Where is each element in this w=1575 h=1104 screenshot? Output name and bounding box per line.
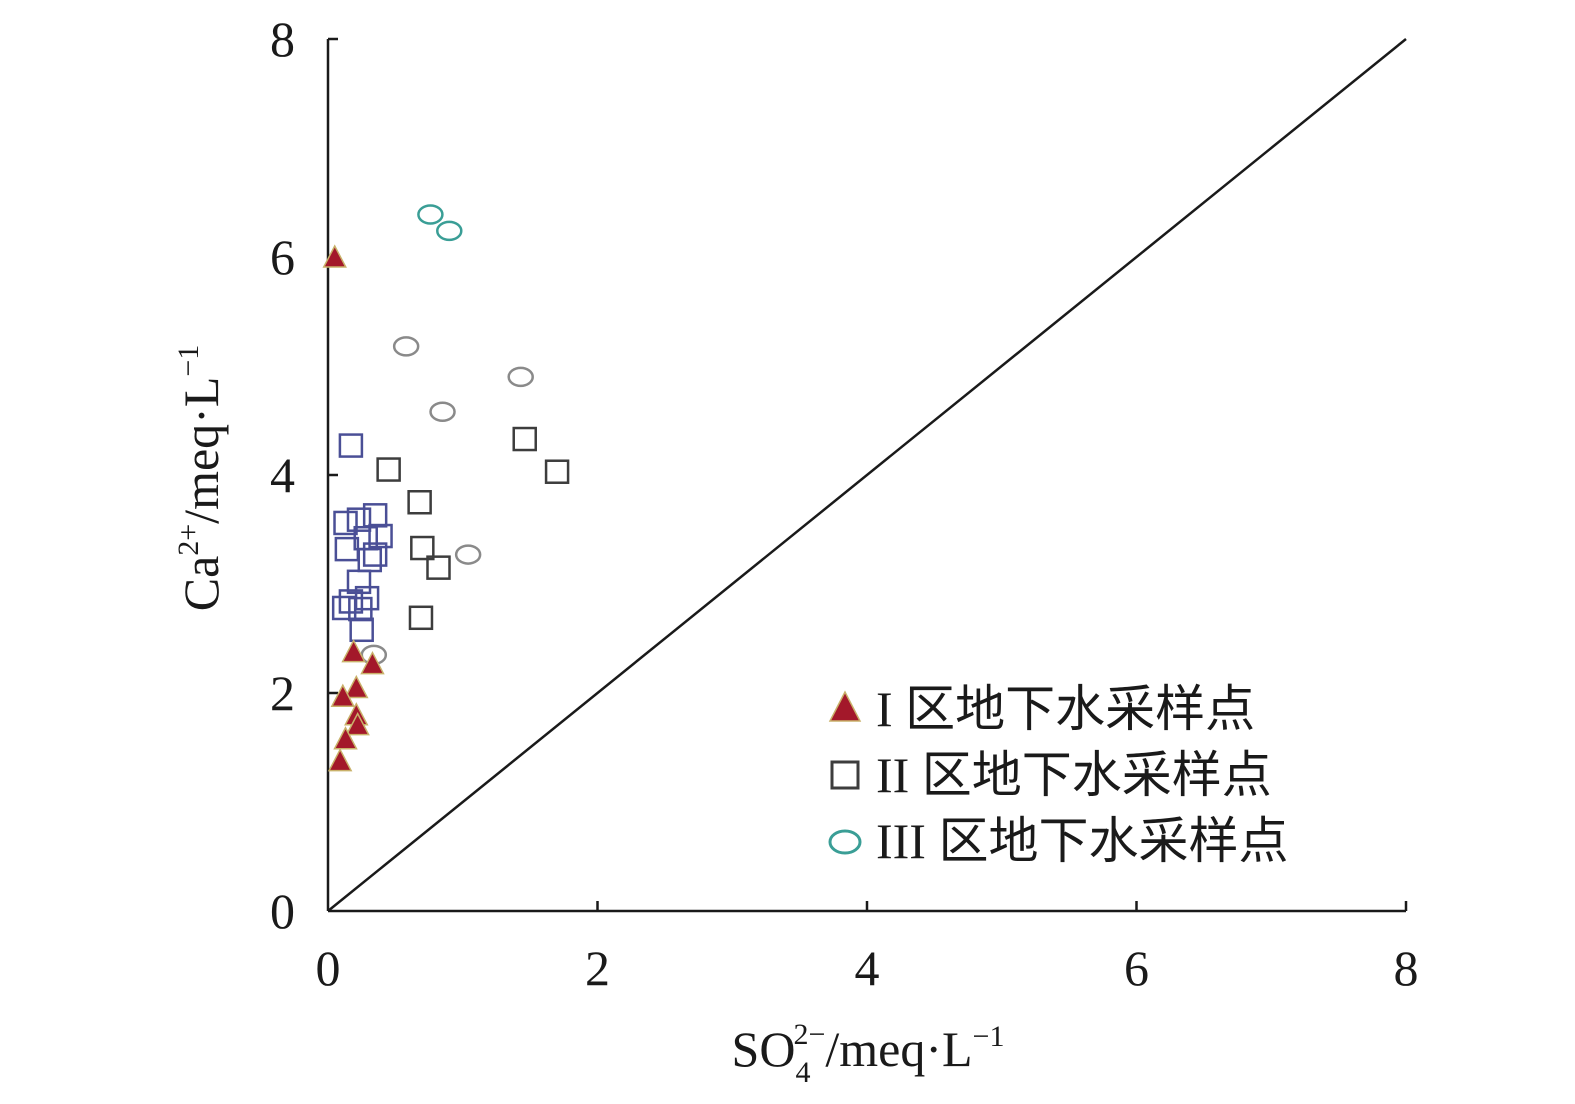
y-tick-label: 0: [270, 883, 295, 939]
zone-2-point: [338, 589, 364, 614]
zone-2-point: [362, 542, 388, 567]
y-tick-label: 6: [270, 229, 295, 285]
zone-2-point: [338, 433, 364, 458]
zone-3-point: [429, 401, 456, 423]
x-tick-label: 0: [316, 940, 341, 996]
legend-label-zone-2: II 区地下水采样点: [876, 747, 1272, 803]
legend-marker-triangle-icon: [828, 690, 862, 722]
axes: 0 2 4 6 8 0 2 4 6 8: [270, 11, 1419, 996]
zone-2-point: [376, 457, 401, 482]
zone-2-point: [407, 490, 432, 515]
zone-2-point: [346, 507, 372, 532]
zone-3-point: [436, 220, 463, 242]
zone-3-point: [507, 366, 534, 388]
x-tick-label: 4: [855, 940, 880, 996]
legend-item-zone-1: I 区地下水采样点: [828, 681, 1255, 737]
y-tick-label: 4: [270, 447, 295, 503]
x-tick-label: 6: [1124, 940, 1149, 996]
zone-1-point: [333, 726, 358, 750]
zone-2-point: [408, 605, 434, 631]
zone-2-point: [410, 535, 435, 561]
legend-label-zone-1: I 区地下水采样点: [876, 681, 1255, 737]
x-ticks: 0 2 4 6 8: [316, 901, 1419, 996]
zone-2-point: [349, 617, 374, 643]
zone-2-point: [348, 596, 373, 622]
zone-2-point: [512, 426, 537, 452]
one-to-one-reference-line: [327, 38, 1407, 912]
y-ticks: 0 2 4 6 8: [270, 11, 338, 939]
zone-2-point: [426, 555, 451, 580]
legend-marker-square-icon: [830, 760, 860, 790]
zone-3-point: [417, 204, 444, 225]
zone-1-point: [330, 683, 356, 708]
y-tick-label: 8: [270, 11, 295, 67]
zone-2-point: [346, 569, 372, 595]
zone-1-point: [360, 650, 385, 675]
zone-2-point: [368, 523, 393, 549]
x-tick-label: 8: [1394, 940, 1419, 996]
zone-1-point: [345, 711, 370, 736]
legend: I 区地下水采样点 II 区地下水采样点 III 区地下水采样点: [828, 681, 1288, 869]
zone-2-point: [333, 510, 358, 536]
zone-1-point: [344, 674, 369, 699]
zone-1-point: [327, 747, 353, 772]
legend-item-zone-3: III 区地下水采样点: [828, 813, 1288, 869]
zone-1-point: [322, 244, 347, 268]
legend-label-zone-3: III 区地下水采样点: [876, 813, 1288, 869]
y-axis-title: Ca2+/meq·L−1: [172, 345, 229, 612]
data-points: [322, 204, 570, 772]
y-tick-label: 2: [270, 665, 295, 721]
zone-2-point: [331, 595, 357, 621]
zone-3-point: [392, 336, 420, 357]
x-tick-label: 2: [585, 940, 610, 996]
zone-1-point: [341, 638, 366, 663]
legend-item-zone-2: II 区地下水采样点: [830, 747, 1272, 803]
legend-marker-circle-icon: [828, 829, 862, 855]
x-axis-title: SO42−/meq·L−1: [732, 1018, 1005, 1089]
zone-2-point: [357, 547, 383, 573]
zone-3-point: [454, 544, 482, 565]
zone-2-point: [544, 459, 570, 484]
